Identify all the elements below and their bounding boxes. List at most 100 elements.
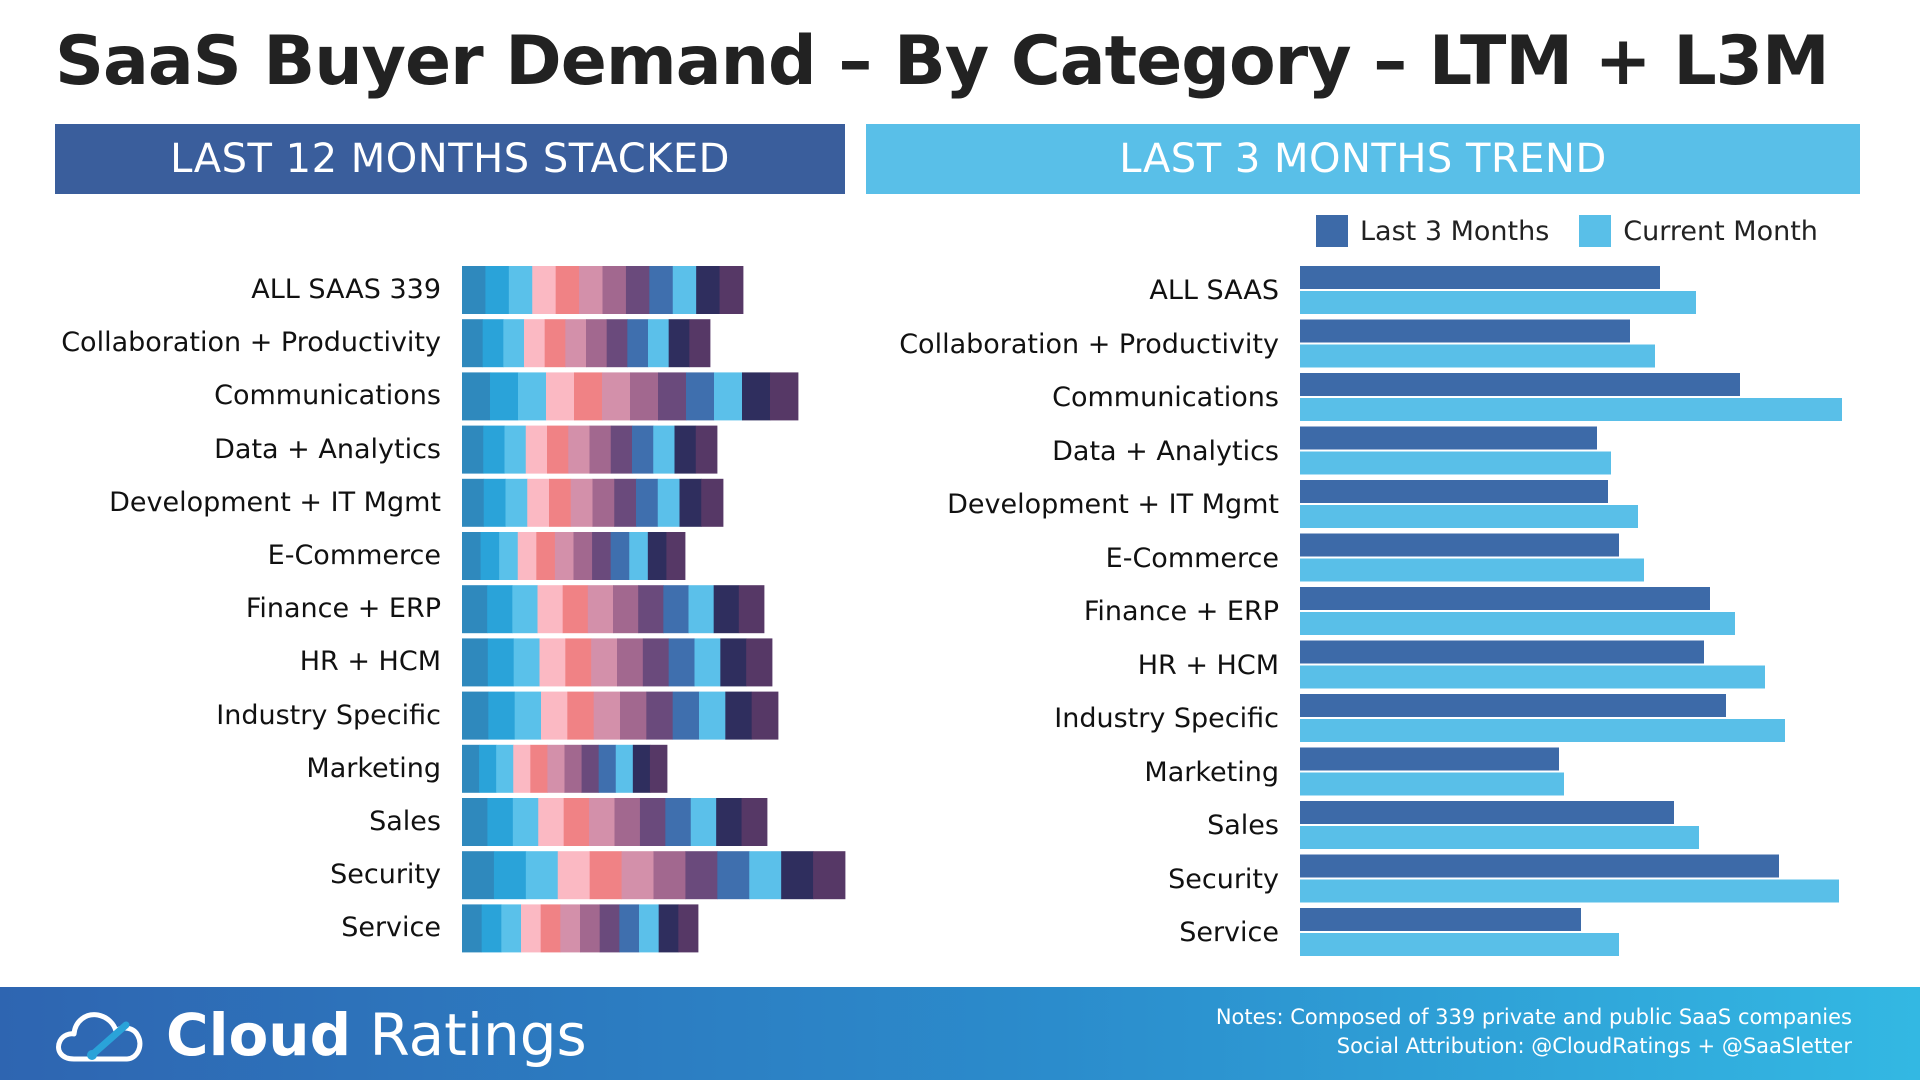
stacked-bar-segment <box>587 585 614 634</box>
bar-current-month <box>1300 558 1644 582</box>
logo-word-cloud: Cloud <box>166 1001 352 1069</box>
stacked-bar-segment <box>621 851 654 900</box>
stacked-bar-segment <box>648 319 670 368</box>
stacked-bar-segment <box>638 585 664 634</box>
stacked-bar-segment <box>725 691 753 740</box>
stacked-category-label: Industry Specific <box>216 699 441 731</box>
stacked-bar-segment <box>717 851 750 900</box>
bar-last-3-months <box>1300 694 1726 717</box>
stacked-bar-segment <box>813 851 846 900</box>
stacked-bar-segment <box>518 372 547 421</box>
stacked-category-label: Data + Analytics <box>214 433 441 465</box>
stacked-bar-segment <box>512 798 539 846</box>
bar-last-3-months <box>1300 266 1660 289</box>
trend-category-label: Marketing <box>1144 756 1279 788</box>
stacked-bar-segment <box>462 266 486 314</box>
trend-category-label: Service <box>1179 917 1279 948</box>
bar-last-3-months <box>1300 587 1710 610</box>
stacked-bar-segment <box>483 478 506 527</box>
stacked-bar-segment <box>527 478 550 527</box>
stacked-bar-segment <box>666 532 686 580</box>
legend-label-last3: Last 3 Months <box>1360 215 1550 247</box>
stacked-bar-segment <box>639 798 666 846</box>
stacked-bar-segment <box>488 691 516 740</box>
left-panel-header: LAST 12 MONTHS STACKED <box>55 124 845 194</box>
stacked-bar-segment <box>586 319 608 368</box>
stacked-bar-segment <box>629 532 649 580</box>
page-title: SaaS Buyer Demand – By Category – LTM + … <box>55 22 1830 101</box>
stacked-bar-segment <box>694 638 721 687</box>
stacked-bar-segment <box>657 478 680 527</box>
bar-charts <box>462 266 1842 956</box>
stacked-bar-segment <box>539 638 566 687</box>
stacked-bar-segment <box>487 798 514 846</box>
bar-last-3-months <box>1300 640 1704 664</box>
trend-category-label: ALL SAAS <box>1149 275 1279 306</box>
stacked-bar-segment <box>614 798 641 846</box>
stacked-bar-segment <box>690 798 717 846</box>
stacked-bar-segment <box>562 585 589 634</box>
stacked-bar-segment <box>679 478 702 527</box>
stacked-bar-segment <box>646 691 674 740</box>
legend-item-current: Current Month <box>1579 215 1818 247</box>
stacked-bar-segment <box>537 585 564 634</box>
stacked-bar-segment <box>719 266 744 314</box>
stacked-bar-segment <box>714 372 743 421</box>
stacked-bar-segment <box>649 266 674 314</box>
stacked-bar-segment <box>501 904 522 953</box>
stacked-bar-segment <box>668 319 690 368</box>
stacked-bar-segment <box>632 744 651 793</box>
stacked-bar-segment <box>573 532 593 580</box>
stacked-bar-segment <box>713 585 740 634</box>
stacked-bar-segment <box>540 904 561 953</box>
cloud-ratings-logo: Cloud Ratings <box>52 1005 587 1065</box>
stacked-bar-segment <box>524 319 546 368</box>
stacked-bar-segment <box>610 425 633 474</box>
stacked-bar-segment <box>781 851 814 900</box>
stacked-bar-segment <box>462 425 484 474</box>
stacked-bar-segment <box>699 691 726 740</box>
bar-current-month <box>1300 665 1765 689</box>
stacked-bar-segment <box>554 532 574 580</box>
stacked-bar-segment <box>614 478 637 527</box>
stacked-bar-segment <box>579 266 603 314</box>
cloud-icon <box>56 1012 143 1062</box>
bar-current-month <box>1300 719 1785 742</box>
stacked-category-label: HR + HCM <box>299 646 441 678</box>
stacked-bar-segment <box>462 744 480 793</box>
legend-swatch-current <box>1579 215 1612 247</box>
legend-label-current: Current Month <box>1623 215 1818 247</box>
stacked-bar-segment <box>462 798 488 846</box>
bar-last-3-months <box>1300 533 1619 557</box>
stacked-bar-segment <box>565 319 587 368</box>
bar-last-3-months <box>1300 373 1740 396</box>
stacked-bar-segment <box>688 585 715 634</box>
stacked-bar-segment <box>592 478 615 527</box>
stacked-bar-segment <box>615 744 634 793</box>
stacked-bar-segment <box>701 478 724 527</box>
stacked-bar-segment <box>686 372 715 421</box>
stacked-bar-segment <box>541 691 568 740</box>
stacked-bar-segment <box>462 851 495 900</box>
stacked-category-label: Sales <box>369 806 441 837</box>
stacked-bar-segment <box>627 319 649 368</box>
stacked-bar-segment <box>549 478 572 527</box>
bar-current-month <box>1300 612 1735 635</box>
stacked-bar-segment <box>746 638 773 687</box>
bar-last-3-months <box>1300 480 1608 503</box>
stacked-bar-segment <box>512 585 538 634</box>
stacked-bar-segment <box>462 691 489 740</box>
stacked-bar-segment <box>642 638 670 687</box>
stacked-bar-segment <box>581 744 600 793</box>
stacked-bar-segment <box>517 532 537 580</box>
stacked-bar-segment <box>564 744 582 793</box>
bar-current-month <box>1300 398 1842 421</box>
stacked-bar-segment <box>593 691 621 740</box>
stacked-bar-segment <box>532 266 557 314</box>
stacked-bar-segment <box>770 372 799 421</box>
stacked-bar-segment <box>538 798 565 846</box>
stacked-bar-segment <box>580 904 601 953</box>
stacked-bar-segment <box>589 425 612 474</box>
stacked-bar-segment <box>689 319 711 368</box>
stacked-bar-segment <box>560 904 581 953</box>
